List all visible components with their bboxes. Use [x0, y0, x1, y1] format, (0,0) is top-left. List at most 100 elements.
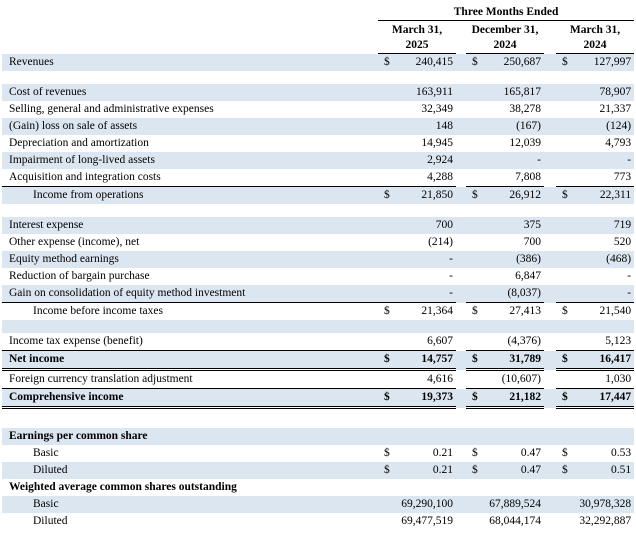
value-cell: 520 [613, 236, 632, 248]
column-gap [456, 370, 466, 389]
column-gap [456, 152, 466, 169]
table-row: Comprehensive income $19,373 $21,182 $17,44… [2, 388, 635, 409]
value-cell: 240,415 [415, 56, 453, 68]
column-gap [544, 496, 556, 513]
dollar-sign-cell [378, 369, 394, 389]
row-label: Selling, general and administrative expe… [9, 103, 214, 115]
dollar-sign-cell [466, 234, 482, 251]
column-gap [544, 187, 556, 205]
dollar-sign-cell [556, 496, 572, 513]
dollar-sign-cell [378, 84, 394, 101]
dollar-sign-cell: $ [472, 56, 478, 68]
value-cell: - [449, 270, 453, 282]
column-gap [456, 84, 466, 101]
row-label: Comprehensive income [2, 388, 378, 409]
value-cell: 6,607 [394, 333, 456, 351]
value-cell: 32,292,887 [579, 515, 632, 527]
column-gap [456, 251, 466, 268]
spacer-row [2, 71, 634, 84]
row-label: Gain on consolidation of equity method i… [2, 285, 378, 303]
table-row: Reduction of bargain purchase - 6,847 - [2, 268, 634, 285]
value-cell: (214) [428, 236, 453, 248]
period-column-header: March 31, 2025 [378, 20, 456, 54]
column-gap [456, 187, 466, 205]
column-gap [456, 217, 466, 234]
dollar-sign-cell: $ [378, 350, 394, 371]
value-cell: 21,850 [421, 189, 453, 201]
value-cell: 30,978,328 [579, 498, 632, 510]
dollar-sign-cell [556, 251, 572, 268]
row-label: Income tax expense (benefit) [2, 333, 378, 351]
value-cell: 38,278 [509, 103, 541, 115]
column-gap [456, 333, 466, 351]
dollar-sign-cell: $ [562, 56, 568, 68]
dollar-sign-cell [556, 479, 572, 496]
dollar-sign-cell: $ [556, 350, 572, 371]
value-cell: 6,847 [515, 270, 541, 282]
column-gap [544, 370, 556, 389]
column-gap [544, 389, 556, 408]
dollar-sign-cell [466, 479, 482, 496]
spacer-cell [2, 71, 634, 84]
row-label: Net income [2, 350, 378, 371]
column-gap [456, 351, 466, 370]
spacer-cell [2, 320, 634, 333]
period-group-header-row: Three Months Ended [2, 4, 635, 21]
dollar-sign-cell [466, 152, 482, 169]
dollar-sign-cell [466, 118, 482, 135]
value-cell: 700 [523, 236, 541, 248]
table-row: Other expense (income), net (214) 700 520 [2, 234, 634, 251]
column-gap [456, 389, 466, 408]
dollar-sign-cell: $ [384, 56, 390, 68]
dollar-sign-cell [556, 152, 572, 169]
dollar-sign-cell [378, 251, 394, 268]
financial-table: Three Months Ended March 31, 2025 December… [2, 4, 635, 530]
dollar-sign-cell [466, 169, 482, 187]
dollar-sign-cell [556, 369, 572, 389]
table-row: Revenues $240,415 $250,687 $127,997 [2, 53, 635, 71]
period-date-line: March 31, [569, 24, 621, 36]
column-gap [456, 513, 466, 530]
row-label: Impairment of long-lived assets [9, 154, 155, 166]
period-date-line: December 31, [471, 24, 539, 36]
value-cell: 0.21 [432, 447, 453, 459]
period-year-line: 2024 [493, 39, 517, 51]
dollar-sign-cell: $ [472, 447, 478, 459]
value-cell: (10,607) [482, 369, 544, 389]
table-row: Selling, general and administrative expe… [2, 101, 634, 118]
value-cell: (386) [516, 253, 541, 265]
table-row: Gain on consolidation of equity method i… [2, 285, 635, 303]
value-cell: 21,364 [421, 305, 453, 317]
dollar-sign-cell [378, 428, 394, 445]
dollar-sign-cell [378, 118, 394, 135]
column-gap [456, 101, 466, 118]
row-label: Equity method earnings [9, 253, 119, 265]
value-cell: 31,789 [482, 350, 544, 371]
value-cell [482, 428, 544, 445]
row-label: Basic [33, 447, 59, 459]
dollar-sign-cell: $ [556, 388, 572, 409]
column-gap [544, 21, 556, 54]
period-year-line: 2024 [583, 39, 607, 51]
row-label: Interest expense [9, 219, 84, 231]
column-gap [544, 268, 556, 285]
dollar-sign-cell [556, 217, 572, 234]
value-cell: 4,288 [394, 169, 456, 187]
column-gap [456, 234, 466, 251]
value-cell: (167) [516, 120, 541, 132]
dollar-sign-cell: $ [562, 189, 568, 201]
dollar-sign-cell [466, 496, 482, 513]
value-cell: 0.47 [520, 447, 541, 459]
table-row: Diluted $0.21 $0.47 $0.51 [2, 462, 635, 479]
dollar-sign-cell: $ [562, 464, 568, 476]
row-label: (Gain) loss on sale of assets [9, 120, 138, 132]
value-cell: 375 [523, 219, 541, 231]
table-row: Basic $0.21 $0.47 $0.53 [2, 445, 634, 462]
spacer-cell [2, 204, 634, 217]
row-label: Earnings per common share [9, 430, 148, 442]
value-cell: 0.47 [520, 464, 541, 476]
dollar-sign-cell [378, 268, 394, 285]
column-gap [456, 479, 466, 496]
column-gap [456, 169, 466, 187]
